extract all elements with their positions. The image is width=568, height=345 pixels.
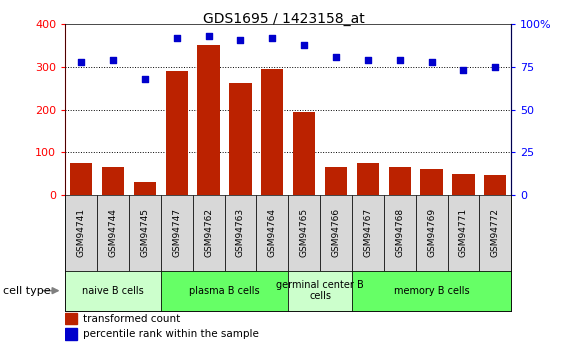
Text: transformed count: transformed count <box>83 314 181 324</box>
Bar <box>320 195 352 271</box>
Bar <box>479 195 511 271</box>
Bar <box>261 69 283 195</box>
Bar <box>166 71 188 195</box>
Bar <box>256 195 288 271</box>
Text: GSM94744: GSM94744 <box>108 208 118 257</box>
Bar <box>65 271 161 310</box>
Point <box>300 42 309 47</box>
Bar <box>420 169 442 195</box>
Bar <box>229 83 252 195</box>
Point <box>491 64 500 70</box>
Point <box>427 59 436 65</box>
Text: GSM94766: GSM94766 <box>332 208 341 257</box>
Text: GSM94745: GSM94745 <box>140 208 149 257</box>
Text: germinal center B
cells: germinal center B cells <box>276 280 364 302</box>
Bar <box>129 195 161 271</box>
Point <box>108 57 118 63</box>
Point <box>172 35 181 41</box>
Bar <box>352 271 511 310</box>
Bar <box>134 182 156 195</box>
Bar <box>161 195 193 271</box>
Text: percentile rank within the sample: percentile rank within the sample <box>83 329 259 339</box>
Point <box>268 35 277 41</box>
Text: GSM94771: GSM94771 <box>459 208 468 257</box>
Text: naive B cells: naive B cells <box>82 286 144 296</box>
Bar <box>70 163 93 195</box>
Bar <box>65 313 77 324</box>
Bar <box>97 195 129 271</box>
Bar <box>288 271 352 310</box>
Bar <box>288 195 320 271</box>
Text: memory B cells: memory B cells <box>394 286 469 296</box>
Point <box>332 54 341 59</box>
Text: GSM94769: GSM94769 <box>427 208 436 257</box>
Text: GSM94765: GSM94765 <box>300 208 308 257</box>
Bar <box>161 271 288 310</box>
Bar <box>416 195 448 271</box>
Bar <box>224 195 256 271</box>
Text: plasma B cells: plasma B cells <box>189 286 260 296</box>
Text: GSM94762: GSM94762 <box>204 208 213 257</box>
Bar <box>65 195 97 271</box>
Point <box>140 76 149 81</box>
Bar <box>384 195 416 271</box>
Bar <box>389 167 411 195</box>
Bar <box>193 195 224 271</box>
Point <box>459 68 468 73</box>
Bar <box>452 175 475 195</box>
Point <box>204 33 213 39</box>
Bar <box>102 167 124 195</box>
Text: GSM94763: GSM94763 <box>236 208 245 257</box>
Text: GSM94764: GSM94764 <box>268 208 277 257</box>
Text: GSM94772: GSM94772 <box>491 208 500 257</box>
Point <box>364 57 373 63</box>
Text: GDS1695 / 1423158_at: GDS1695 / 1423158_at <box>203 12 365 26</box>
Text: GSM94767: GSM94767 <box>364 208 373 257</box>
Bar <box>198 46 220 195</box>
Bar <box>357 163 379 195</box>
Bar <box>352 195 384 271</box>
Bar <box>293 112 315 195</box>
Text: cell type: cell type <box>3 286 51 296</box>
Point <box>77 59 86 65</box>
Bar <box>325 167 347 195</box>
Text: GSM94741: GSM94741 <box>77 208 86 257</box>
Text: GSM94747: GSM94747 <box>172 208 181 257</box>
Point <box>236 37 245 42</box>
Bar <box>65 328 77 340</box>
Text: GSM94768: GSM94768 <box>395 208 404 257</box>
Bar <box>484 175 507 195</box>
Point <box>395 57 404 63</box>
Bar <box>448 195 479 271</box>
